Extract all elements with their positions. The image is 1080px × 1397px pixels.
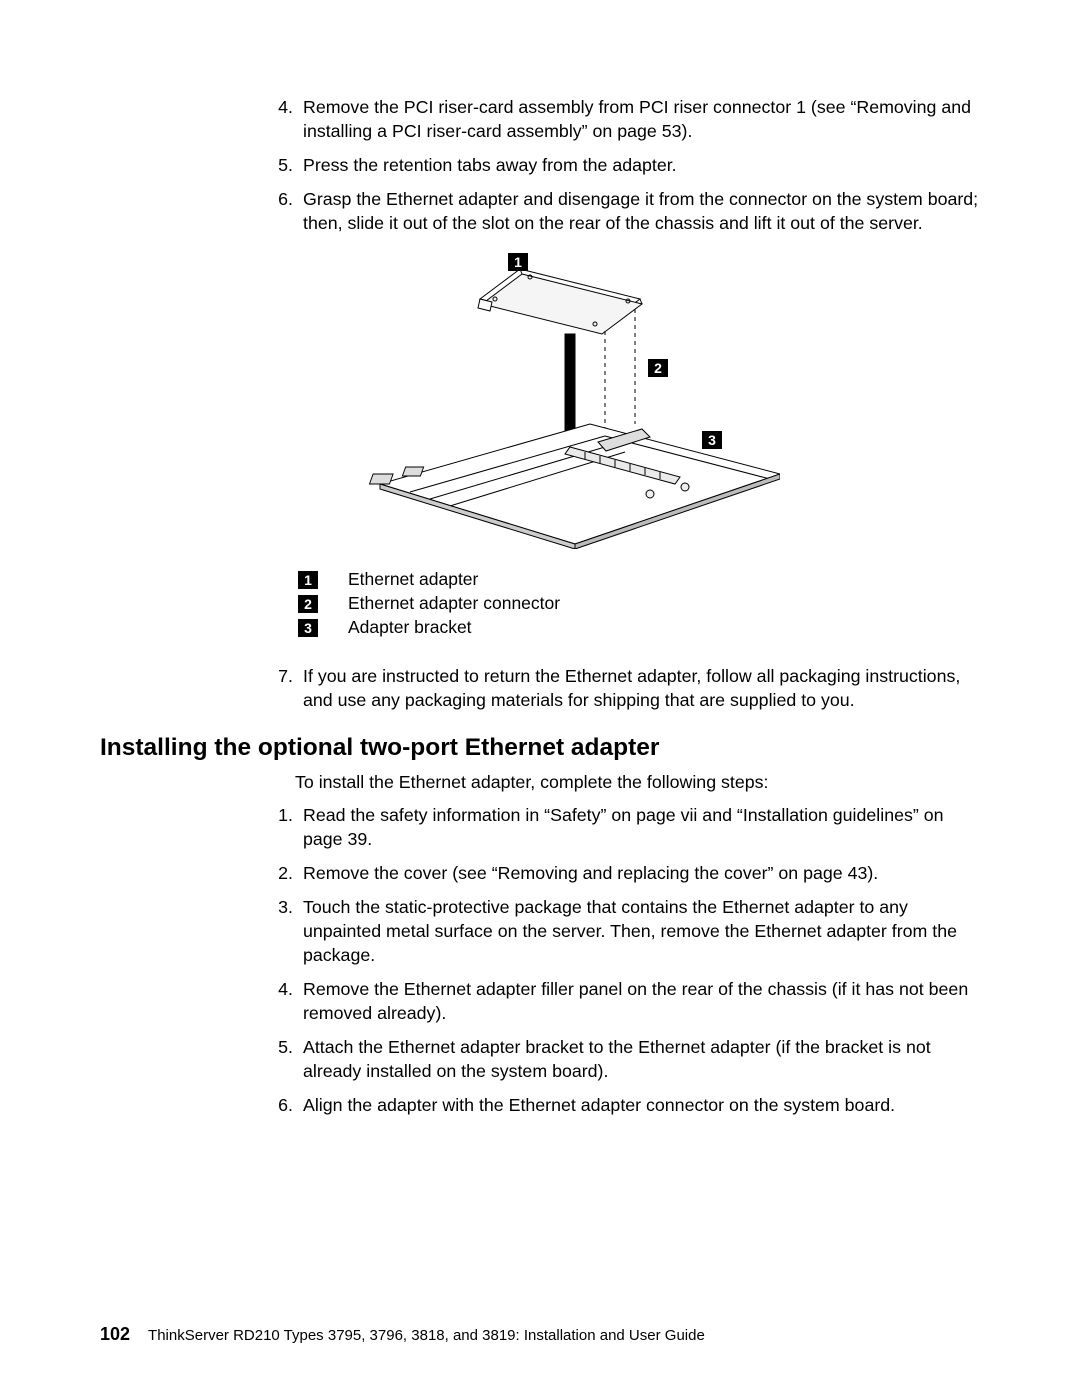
section-heading: Installing the optional two-port Etherne… — [100, 734, 980, 762]
step-text: Read the safety information in “Safety” … — [303, 803, 980, 851]
step-item: 6. Align the adapter with the Ethernet a… — [265, 1093, 980, 1117]
legend-label: Ethernet adapter connector — [348, 593, 560, 614]
step-number: 5. — [265, 1035, 293, 1083]
step-number: 4. — [265, 977, 293, 1025]
diagram-legend: 1 Ethernet adapter 2 Ethernet adapter co… — [298, 569, 980, 638]
install-step-list: 1. Read the safety information in “Safet… — [265, 803, 980, 1117]
page-footer: 102 ThinkServer RD210 Types 3795, 3796, … — [100, 1324, 705, 1345]
callout-badge-2: 2 — [648, 359, 668, 377]
legend-row: 1 Ethernet adapter — [298, 569, 980, 590]
step-text: Remove the PCI riser-card assembly from … — [303, 95, 980, 143]
step-number: 1. — [265, 803, 293, 851]
legend-label: Adapter bracket — [348, 617, 472, 638]
step-item: 3. Touch the static-protective package t… — [265, 895, 980, 967]
legend-label: Ethernet adapter — [348, 569, 478, 590]
step-item: 7. If you are instructed to return the E… — [265, 664, 980, 712]
callout-badge-3: 3 — [702, 431, 722, 449]
legend-badge: 1 — [298, 571, 318, 589]
step-text: Remove the Ethernet adapter filler panel… — [303, 977, 980, 1025]
step-number: 6. — [265, 1093, 293, 1117]
step-number: 2. — [265, 861, 293, 885]
step-text: Remove the cover (see “Removing and repl… — [303, 861, 980, 885]
step-item: 6. Grasp the Ethernet adapter and diseng… — [265, 187, 980, 235]
step-item: 1. Read the safety information in “Safet… — [265, 803, 980, 851]
step-number: 3. — [265, 895, 293, 967]
step-text: Press the retention tabs away from the a… — [303, 153, 980, 177]
step-number: 5. — [265, 153, 293, 177]
page-content: 4. Remove the PCI riser-card assembly fr… — [0, 0, 1080, 1177]
step-item: 4. Remove the Ethernet adapter filler pa… — [265, 977, 980, 1025]
top-step-list: 4. Remove the PCI riser-card assembly fr… — [265, 95, 980, 235]
legend-badge: 3 — [298, 619, 318, 637]
exploded-view-svg — [350, 249, 780, 549]
step-text: Align the adapter with the Ethernet adap… — [303, 1093, 980, 1117]
post-diagram-step-list: 7. If you are instructed to return the E… — [265, 664, 980, 712]
legend-badge: 2 — [298, 595, 318, 613]
step-item: 5. Attach the Ethernet adapter bracket t… — [265, 1035, 980, 1083]
callout-badge-1: 1 — [508, 253, 528, 271]
step-item: 5. Press the retention tabs away from th… — [265, 153, 980, 177]
step-item: 4. Remove the PCI riser-card assembly fr… — [265, 95, 980, 143]
footer-text: ThinkServer RD210 Types 3795, 3796, 3818… — [148, 1327, 705, 1344]
step-item: 2. Remove the cover (see “Removing and r… — [265, 861, 980, 885]
diagram-illustration: 1 2 3 — [350, 249, 780, 549]
intro-text: To install the Ethernet adapter, complet… — [295, 772, 980, 793]
step-number: 6. — [265, 187, 293, 235]
step-text: If you are instructed to return the Ethe… — [303, 664, 980, 712]
legend-row: 2 Ethernet adapter connector — [298, 593, 980, 614]
step-text: Grasp the Ethernet adapter and disengage… — [303, 187, 980, 235]
page-number: 102 — [100, 1324, 130, 1345]
step-text: Attach the Ethernet adapter bracket to t… — [303, 1035, 980, 1083]
step-number: 4. — [265, 95, 293, 143]
step-text: Touch the static-protective package that… — [303, 895, 980, 967]
legend-row: 3 Adapter bracket — [298, 617, 980, 638]
step-number: 7. — [265, 664, 293, 712]
